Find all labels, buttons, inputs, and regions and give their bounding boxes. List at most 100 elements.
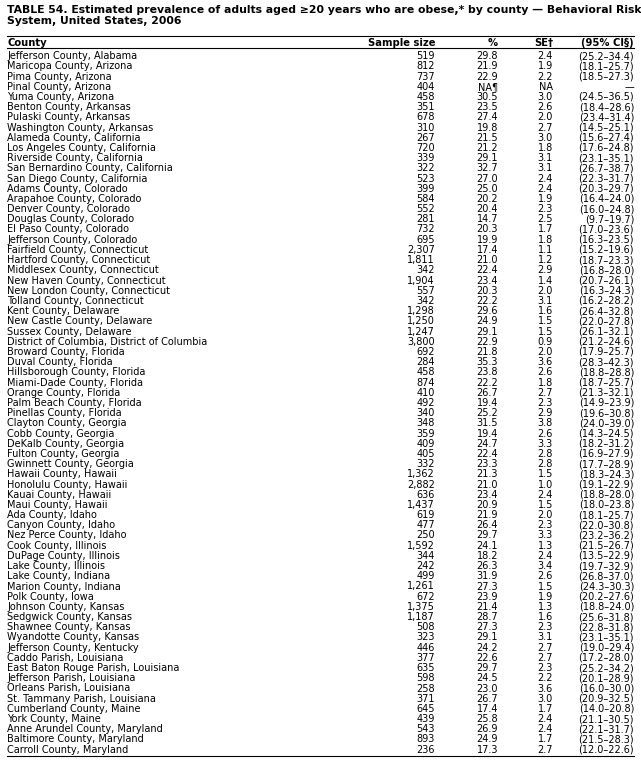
Text: 2.6: 2.6	[538, 428, 553, 438]
Text: 31.9: 31.9	[477, 571, 498, 581]
Text: Sample size: Sample size	[367, 38, 435, 48]
Text: Pima County, Arizona: Pima County, Arizona	[7, 71, 112, 82]
Text: 2.0: 2.0	[538, 285, 553, 296]
Text: Jefferson County, Alabama: Jefferson County, Alabama	[7, 51, 137, 61]
Text: TABLE 54. Estimated prevalence of adults aged ≥20 years who are obese,* by count: TABLE 54. Estimated prevalence of adults…	[7, 5, 641, 15]
Text: 29.7: 29.7	[476, 663, 498, 673]
Text: Arapahoe County, Colorado: Arapahoe County, Colorado	[7, 194, 142, 204]
Text: 1,298: 1,298	[407, 306, 435, 316]
Text: Gwinnett County, Georgia: Gwinnett County, Georgia	[7, 459, 134, 469]
Text: (17.2–28.0): (17.2–28.0)	[578, 653, 634, 663]
Text: (16.0–24.8): (16.0–24.8)	[579, 204, 634, 214]
Text: (15.6–27.4): (15.6–27.4)	[578, 132, 634, 143]
Text: 1.7: 1.7	[538, 734, 553, 744]
Text: SE†: SE†	[534, 38, 553, 48]
Text: Yuma County, Arizona: Yuma County, Arizona	[7, 92, 114, 102]
Text: 18.2: 18.2	[476, 551, 498, 561]
Text: (18.2–31.2): (18.2–31.2)	[578, 438, 634, 449]
Text: 2.9: 2.9	[538, 265, 553, 275]
Text: (22.1–31.7): (22.1–31.7)	[578, 724, 634, 734]
Text: 2.0: 2.0	[538, 510, 553, 520]
Text: Jefferson County, Kentucky: Jefferson County, Kentucky	[7, 643, 138, 653]
Text: 23.9: 23.9	[476, 591, 498, 602]
Text: 519: 519	[417, 51, 435, 61]
Text: 3.0: 3.0	[538, 92, 553, 102]
Text: (18.8–24.0): (18.8–24.0)	[579, 602, 634, 612]
Text: (14.0–20.8): (14.0–20.8)	[579, 704, 634, 714]
Text: 1,811: 1,811	[408, 255, 435, 265]
Text: El Paso County, Colorado: El Paso County, Colorado	[7, 224, 129, 235]
Text: 678: 678	[417, 112, 435, 122]
Text: 23.3: 23.3	[476, 459, 498, 469]
Text: 14.7: 14.7	[476, 214, 498, 224]
Text: (16.3–23.5): (16.3–23.5)	[578, 235, 634, 245]
Text: 25.0: 25.0	[476, 184, 498, 194]
Text: 2.3: 2.3	[538, 622, 553, 633]
Text: (22.0–27.8): (22.0–27.8)	[578, 316, 634, 327]
Text: York County, Maine: York County, Maine	[7, 714, 101, 724]
Text: 3.1: 3.1	[538, 153, 553, 163]
Text: 26.4: 26.4	[476, 520, 498, 530]
Text: (18.7–23.3): (18.7–23.3)	[578, 255, 634, 265]
Text: 1.2: 1.2	[538, 255, 553, 265]
Text: Cook County, Illinois: Cook County, Illinois	[7, 541, 106, 551]
Text: (25.6–31.8): (25.6–31.8)	[578, 612, 634, 622]
Text: (19.6–30.8): (19.6–30.8)	[579, 408, 634, 418]
Text: 359: 359	[417, 428, 435, 438]
Text: 371: 371	[417, 694, 435, 704]
Text: 2.4: 2.4	[538, 724, 553, 734]
Text: Baltimore County, Maryland: Baltimore County, Maryland	[7, 734, 144, 744]
Text: 2.2: 2.2	[538, 71, 553, 82]
Text: 21.5: 21.5	[476, 132, 498, 143]
Text: 25.2: 25.2	[476, 408, 498, 418]
Text: Adams County, Colorado: Adams County, Colorado	[7, 184, 128, 194]
Text: (23.1–35.1): (23.1–35.1)	[578, 153, 634, 163]
Text: 1.5: 1.5	[538, 469, 553, 480]
Text: 499: 499	[417, 571, 435, 581]
Text: (14.5–25.1): (14.5–25.1)	[578, 122, 634, 132]
Text: 22.2: 22.2	[476, 296, 498, 306]
Text: Hillsborough County, Florida: Hillsborough County, Florida	[7, 367, 146, 377]
Text: 2.0: 2.0	[538, 112, 553, 122]
Text: 3.1: 3.1	[538, 633, 553, 643]
Text: 1,592: 1,592	[407, 541, 435, 551]
Text: 439: 439	[417, 714, 435, 724]
Text: 19.4: 19.4	[477, 398, 498, 408]
Text: 3.1: 3.1	[538, 296, 553, 306]
Text: (23.4–31.4): (23.4–31.4)	[579, 112, 634, 122]
Text: 23.8: 23.8	[476, 367, 498, 377]
Text: 1.6: 1.6	[538, 612, 553, 622]
Text: 893: 893	[417, 734, 435, 744]
Text: 1.5: 1.5	[538, 581, 553, 591]
Text: 23.4: 23.4	[476, 275, 498, 285]
Text: (18.1–25.7): (18.1–25.7)	[578, 61, 634, 71]
Text: Duval County, Florida: Duval County, Florida	[7, 357, 113, 367]
Text: San Diego County, California: San Diego County, California	[7, 174, 147, 184]
Text: 1.5: 1.5	[538, 500, 553, 510]
Text: 0.9: 0.9	[538, 337, 553, 347]
Text: 21.9: 21.9	[476, 510, 498, 520]
Text: 2.3: 2.3	[538, 520, 553, 530]
Text: 3,800: 3,800	[408, 337, 435, 347]
Text: 672: 672	[417, 591, 435, 602]
Text: 692: 692	[417, 347, 435, 357]
Text: 29.1: 29.1	[476, 633, 498, 643]
Text: 250: 250	[417, 530, 435, 541]
Text: (21.5–28.3): (21.5–28.3)	[578, 734, 634, 744]
Text: (26.8–37.0): (26.8–37.0)	[578, 571, 634, 581]
Text: (20.2–27.6): (20.2–27.6)	[578, 591, 634, 602]
Text: 3.3: 3.3	[538, 438, 553, 449]
Text: (18.3–24.3): (18.3–24.3)	[579, 469, 634, 480]
Text: 339: 339	[417, 153, 435, 163]
Text: Douglas County, Colorado: Douglas County, Colorado	[7, 214, 134, 224]
Text: 22.4: 22.4	[476, 265, 498, 275]
Text: 2.3: 2.3	[538, 663, 553, 673]
Text: 584: 584	[417, 194, 435, 204]
Text: 377: 377	[417, 653, 435, 663]
Text: 24.9: 24.9	[476, 734, 498, 744]
Text: 27.0: 27.0	[476, 174, 498, 184]
Text: 19.4: 19.4	[477, 428, 498, 438]
Text: 1.5: 1.5	[538, 327, 553, 337]
Text: 344: 344	[417, 551, 435, 561]
Text: 24.1: 24.1	[476, 541, 498, 551]
